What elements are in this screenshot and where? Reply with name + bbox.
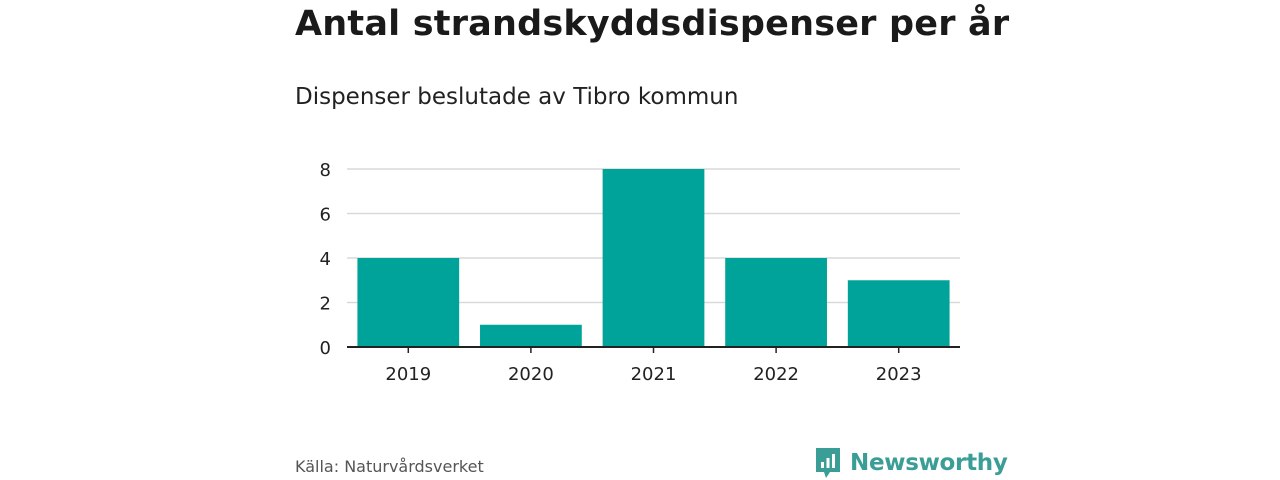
bar-2021: [602, 169, 705, 347]
bar-2022: [725, 258, 827, 347]
newsworthy-logo-icon: [816, 448, 840, 478]
x-tick-label-1: 2020: [508, 364, 554, 385]
brand-name: Newsworthy: [850, 450, 1008, 476]
y-tick-label-3: 6: [320, 205, 331, 226]
x-tick-label-2: 2021: [631, 364, 677, 385]
chart-title: Antal strandskyddsdispenser per år: [295, 4, 1010, 44]
x-tick-label-4: 2023: [876, 364, 922, 385]
bar-2020: [480, 324, 582, 347]
bar-chart: 0 2 4 6 8 2019 2020 2021 2022 2023: [320, 160, 960, 385]
y-tick-label-2: 4: [320, 249, 331, 270]
x-tick-label-0: 2019: [385, 364, 431, 385]
bar-2019: [357, 258, 460, 347]
x-tick-label-3: 2022: [753, 364, 799, 385]
y-tick-label-0: 0: [320, 338, 331, 359]
y-tick-label-4: 8: [320, 160, 331, 181]
bar-2023: [847, 280, 950, 347]
brand-logo: Newsworthy: [814, 446, 1008, 480]
chart-subtitle: Dispenser beslutade av Tibro kommun: [295, 84, 739, 110]
source-note: Källa: Naturvårdsverket: [295, 457, 484, 476]
y-tick-label-1: 2: [320, 294, 331, 315]
